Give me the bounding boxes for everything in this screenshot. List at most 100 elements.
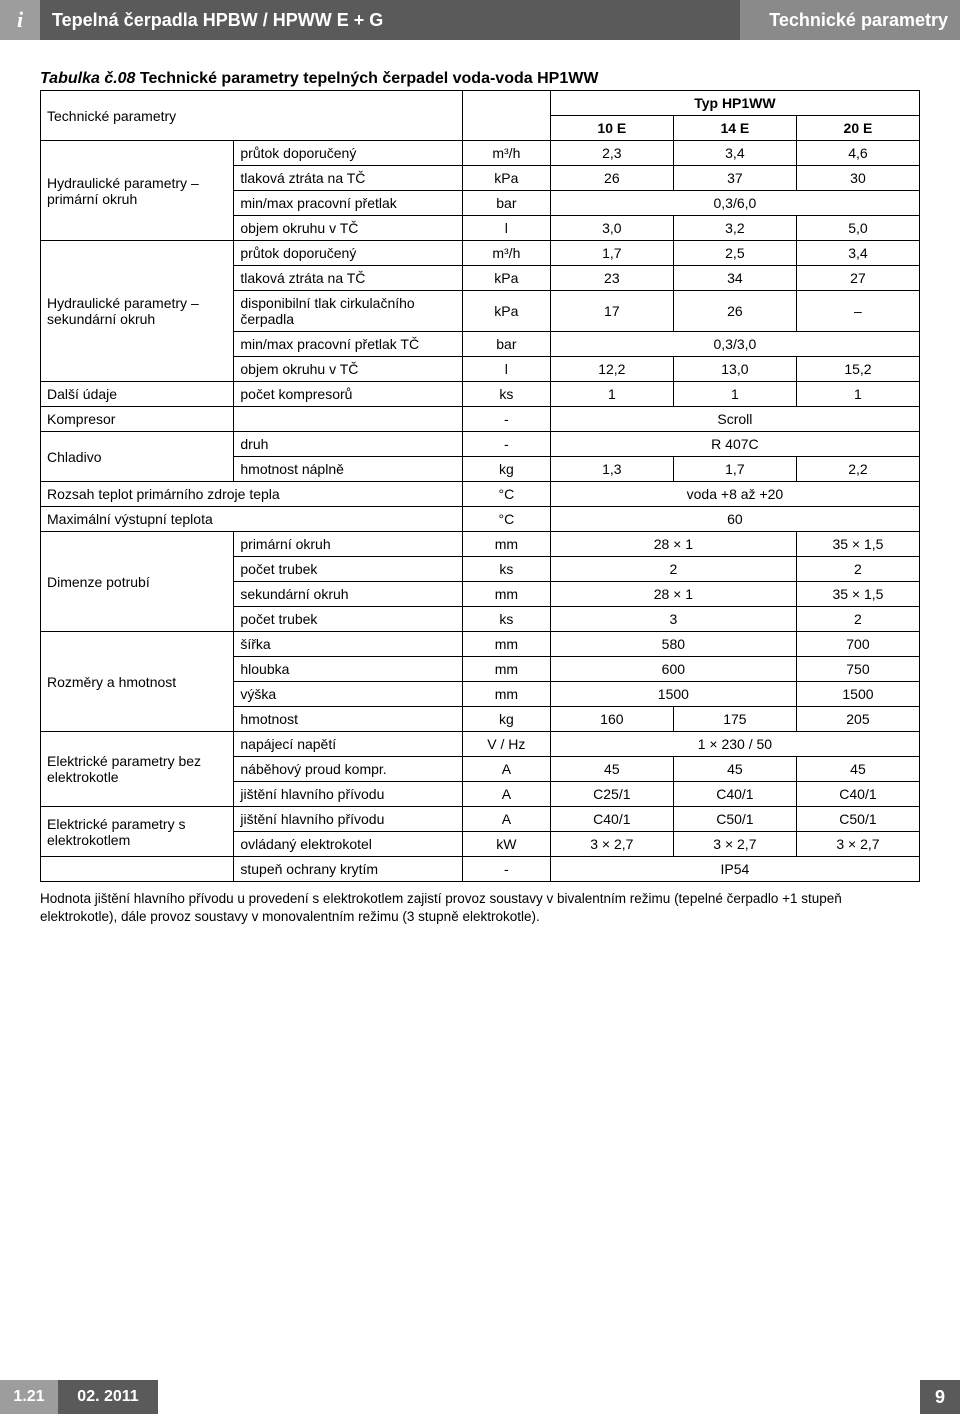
- r19-label: počet trubek: [234, 607, 463, 632]
- r26-unit: A: [462, 782, 550, 807]
- r23-v2: 205: [796, 707, 919, 732]
- footer-section: 1.21: [0, 1380, 58, 1414]
- r25-v0: 45: [550, 757, 673, 782]
- spec-table: Technické parametry Typ HP1WW 10 E 14 E …: [40, 90, 920, 882]
- r6-v2: 27: [796, 266, 919, 291]
- r28-v1: 3 × 2,7: [673, 832, 796, 857]
- r23-unit: kg: [462, 707, 550, 732]
- r5-v2: 3,4: [796, 241, 919, 266]
- r21-v0: 600: [550, 657, 796, 682]
- r2-v1: 37: [673, 166, 796, 191]
- r8-span: 0,3/3,0: [550, 332, 919, 357]
- r25-unit: A: [462, 757, 550, 782]
- r19-v0: 3: [550, 607, 796, 632]
- r10-v2: 1: [796, 382, 919, 407]
- r2-v2: 30: [796, 166, 919, 191]
- table-caption: Tabulka č.08 Technické parametry tepelný…: [40, 70, 920, 88]
- r27-label: jištění hlavního přívodu: [234, 807, 463, 832]
- r16-v1: 35 × 1,5: [796, 532, 919, 557]
- r12-span: R 407C: [550, 432, 919, 457]
- footer-date: 02. 2011: [58, 1380, 158, 1414]
- r24-span: 1 × 230 / 50: [550, 732, 919, 757]
- r27-v2: C50/1: [796, 807, 919, 832]
- r22-v0: 1500: [550, 682, 796, 707]
- r3-unit: bar: [462, 191, 550, 216]
- r13-v1: 1,7: [673, 457, 796, 482]
- r13-v0: 1,3: [550, 457, 673, 482]
- r4-v0: 3,0: [550, 216, 673, 241]
- group-elek-s: Elektrické parametry s elektrokotlem: [41, 807, 234, 857]
- r7-unit: kPa: [462, 291, 550, 332]
- r22-unit: mm: [462, 682, 550, 707]
- group-hyd-sec: Hydraulické parametry – sekundární okruh: [41, 241, 234, 382]
- r28-v2: 3 × 2,7: [796, 832, 919, 857]
- r20-unit: mm: [462, 632, 550, 657]
- footnote: Hodnota jištění hlavního přívodu u prove…: [40, 890, 920, 926]
- r13-v2: 2,2: [796, 457, 919, 482]
- r18-label: sekundární okruh: [234, 582, 463, 607]
- r2-unit: kPa: [462, 166, 550, 191]
- type-header: Typ HP1WW: [550, 91, 919, 116]
- r26-v1: C40/1: [673, 782, 796, 807]
- r21-v1: 750: [796, 657, 919, 682]
- r18-unit: mm: [462, 582, 550, 607]
- caption-text: Technické parametry tepelných čerpadel v…: [135, 70, 598, 87]
- r8-unit: bar: [462, 332, 550, 357]
- r4-v2: 5,0: [796, 216, 919, 241]
- model-col-1: 14 E: [673, 116, 796, 141]
- r5-label: průtok doporučený: [234, 241, 463, 266]
- r3-label: min/max pracovní přetlak: [234, 191, 463, 216]
- r2-v0: 26: [550, 166, 673, 191]
- group-dalsi: Další údaje: [41, 382, 234, 407]
- r24-unit: V / Hz: [462, 732, 550, 757]
- r2-label: tlaková ztráta na TČ: [234, 166, 463, 191]
- caption-number: Tabulka č.08: [40, 70, 135, 87]
- r11-label: [234, 407, 463, 432]
- r1-v0: 2,3: [550, 141, 673, 166]
- r16-v0: 28 × 1: [550, 532, 796, 557]
- r7-label: disponibilní tlak cirkulačního čerpadla: [234, 291, 463, 332]
- r28-label: ovládaný elektrokotel: [234, 832, 463, 857]
- r4-v1: 3,2: [673, 216, 796, 241]
- r7-v1: 26: [673, 291, 796, 332]
- r11-span: Scroll: [550, 407, 919, 432]
- r1-v2: 4,6: [796, 141, 919, 166]
- r25-v2: 45: [796, 757, 919, 782]
- r6-v1: 34: [673, 266, 796, 291]
- r23-label: hmotnost: [234, 707, 463, 732]
- header-title-right: Technické parametry: [740, 0, 960, 40]
- r9-unit: l: [462, 357, 550, 382]
- group-hyd-prim: Hydraulické parametry – primární okruh: [41, 141, 234, 241]
- r14-unit: °C: [462, 482, 550, 507]
- r6-unit: kPa: [462, 266, 550, 291]
- r26-v0: C25/1: [550, 782, 673, 807]
- r29-label: stupeň ochrany krytím: [234, 857, 463, 882]
- r7-v0: 17: [550, 291, 673, 332]
- r16-label: primární okruh: [234, 532, 463, 557]
- unit-header-blank: [462, 91, 550, 141]
- r29-group: [41, 857, 234, 882]
- r16-unit: mm: [462, 532, 550, 557]
- r20-v0: 580: [550, 632, 796, 657]
- r6-label: tlaková ztráta na TČ: [234, 266, 463, 291]
- r8-label: min/max pracovní přetlak TČ: [234, 332, 463, 357]
- r24-label: napájecí napětí: [234, 732, 463, 757]
- group-kompresor: Kompresor: [41, 407, 234, 432]
- r19-v1: 2: [796, 607, 919, 632]
- r23-v1: 175: [673, 707, 796, 732]
- r6-v0: 23: [550, 266, 673, 291]
- r1-unit: m³/h: [462, 141, 550, 166]
- r7-v2: –: [796, 291, 919, 332]
- r5-v0: 1,7: [550, 241, 673, 266]
- r14-span: voda +8 až +20: [550, 482, 919, 507]
- group-maxout: Maximální výstupní teplota: [41, 507, 463, 532]
- r18-v1: 35 × 1,5: [796, 582, 919, 607]
- r17-v0: 2: [550, 557, 796, 582]
- r5-v1: 2,5: [673, 241, 796, 266]
- r27-unit: A: [462, 807, 550, 832]
- r17-unit: ks: [462, 557, 550, 582]
- group-elek-bez: Elektrické parametry bez elektrokotle: [41, 732, 234, 807]
- r21-unit: mm: [462, 657, 550, 682]
- group-rozmery: Rozměry a hmotnost: [41, 632, 234, 732]
- r4-label: objem okruhu v TČ: [234, 216, 463, 241]
